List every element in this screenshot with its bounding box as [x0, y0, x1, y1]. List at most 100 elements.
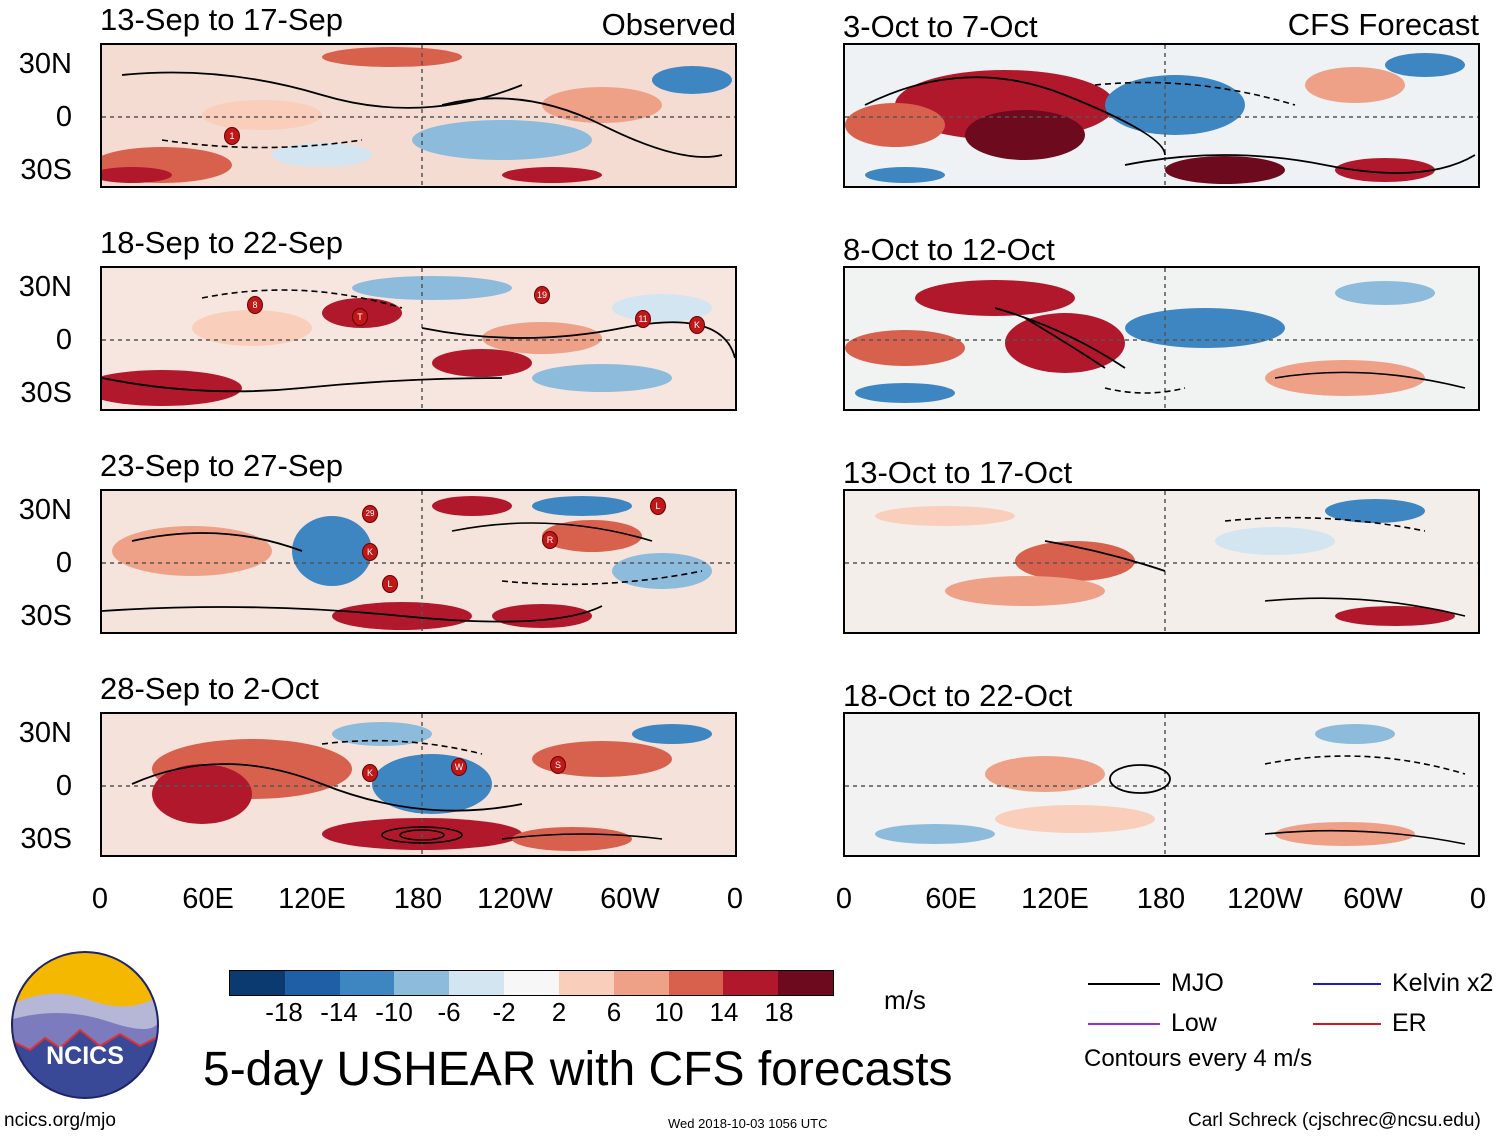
colorbar-tick: -10 — [375, 997, 413, 1027]
x-label-120w: 120W — [1227, 883, 1303, 915]
storm-marker: K — [362, 543, 378, 561]
storm-marker: 8 — [247, 296, 263, 314]
storm-marker: W — [451, 758, 467, 776]
storm-marker: T — [352, 308, 368, 326]
x-label-60e: 60E — [925, 883, 977, 915]
y-label-eq: 0 — [55, 770, 72, 802]
y-label-30s: 30S — [20, 154, 72, 186]
x-label-180: 180 — [393, 883, 443, 915]
forecast-panel-2-title: 8-Oct to 12-Oct — [843, 232, 1055, 267]
ncics-logo: NCICS — [10, 950, 160, 1100]
legend-line-er — [1313, 1023, 1381, 1025]
colorbar-swatch — [778, 971, 833, 995]
observed-map-3-field — [102, 491, 735, 632]
y-label-30n: 30N — [18, 494, 72, 526]
observed-panel-3-title: 23-Sep to 27-Sep — [100, 448, 344, 483]
x-label-0-end: 0 — [726, 883, 744, 915]
observed-map-2-field — [102, 268, 735, 409]
colorbar-tick: -18 — [265, 997, 303, 1027]
forecast-header: CFS Forecast — [1287, 7, 1479, 42]
forecast-panel-1-title: 3-Oct to 7-Oct — [843, 9, 1038, 44]
y-label-30n: 30N — [18, 717, 72, 749]
forecast-panel-4-title: 18-Oct to 22-Oct — [843, 678, 1073, 713]
legend-note: Contours every 4 m/s — [1084, 1045, 1313, 1072]
storm-marker: 11 — [635, 310, 651, 328]
colorbar-tick: 18 — [764, 997, 794, 1027]
colorbar-swatch — [394, 971, 450, 995]
colorbar — [229, 970, 834, 996]
observed-header: Observed — [601, 7, 736, 42]
colorbar-units: m/s — [884, 985, 926, 1015]
forecast-map-3-field — [845, 491, 1478, 632]
observed-panel-1-title: 13-Sep to 17-Sep — [100, 2, 344, 37]
y-label-30s: 30S — [20, 823, 72, 855]
colorbar-tick: 14 — [709, 997, 739, 1027]
y-label-eq: 0 — [55, 324, 72, 356]
legend-label-kelvin: Kelvin x2 — [1392, 969, 1494, 997]
observed-map-1-field — [102, 45, 735, 186]
forecast-map-3 — [843, 489, 1480, 634]
ncics-logo-graphic — [11, 951, 159, 1099]
storm-marker: K — [689, 316, 705, 334]
colorbar-tick: 2 — [551, 997, 567, 1027]
colorbar-swatch — [613, 971, 669, 995]
colorbar-tick: -2 — [492, 997, 516, 1027]
legend-line-mjo — [1088, 983, 1160, 985]
main-title: 5-day USHEAR with CFS forecasts — [203, 1043, 953, 1096]
colorbar-swatch — [723, 971, 779, 995]
legend-label-mjo: MJO — [1171, 969, 1224, 997]
observed-map-4: K W S — [100, 712, 737, 857]
footer-timestamp: Wed 2018-10-03 1056 UTC — [668, 1116, 828, 1131]
colorbar-swatch — [339, 971, 395, 995]
x-label-180: 180 — [1136, 883, 1186, 915]
observed-panel-2-title: 18-Sep to 22-Sep — [100, 225, 344, 260]
colorbar-swatch — [668, 971, 724, 995]
storm-marker: L — [382, 575, 398, 593]
footer-url: ncics.org/mjo — [4, 1110, 116, 1131]
storm-marker: 29 — [362, 505, 378, 523]
logo-text: NCICS — [46, 1042, 124, 1070]
x-label-0: 0 — [91, 883, 109, 915]
x-label-60e: 60E — [182, 883, 234, 915]
forecast-map-4-field — [845, 714, 1478, 855]
forecast-map-2 — [843, 266, 1480, 411]
forecast-panel-3-title: 13-Oct to 17-Oct — [843, 455, 1073, 490]
x-label-120e: 120E — [1021, 883, 1089, 915]
y-label-eq: 0 — [55, 547, 72, 579]
colorbar-tick: 10 — [654, 997, 684, 1027]
legend-label-er: ER — [1392, 1009, 1427, 1037]
x-label-120w: 120W — [477, 883, 553, 915]
x-label-60w: 60W — [1343, 883, 1403, 915]
colorbar-tick: -14 — [320, 997, 358, 1027]
observed-map-4-field — [102, 714, 735, 855]
forecast-map-1 — [843, 43, 1480, 188]
forecast-map-1-field — [845, 45, 1478, 186]
observed-panel-4-title: 28-Sep to 2-Oct — [100, 671, 319, 706]
colorbar-tick: -6 — [437, 997, 461, 1027]
colorbar-swatch — [558, 971, 614, 995]
storm-marker: R — [542, 531, 558, 549]
storm-marker: 19 — [534, 286, 550, 304]
forecast-map-2-field — [845, 268, 1478, 409]
x-label-120e: 120E — [278, 883, 346, 915]
observed-map-1: 1 — [100, 43, 737, 188]
colorbar-swatch — [504, 971, 559, 995]
colorbar-swatch — [230, 971, 285, 995]
storm-marker: K — [362, 764, 378, 782]
colorbar-swatch — [284, 971, 340, 995]
y-label-eq: 0 — [55, 101, 72, 133]
legend-line-low — [1088, 1023, 1160, 1025]
footer-author: Carl Schreck (cjschrec@ncsu.edu) — [1188, 1110, 1481, 1131]
forecast-map-4 — [843, 712, 1480, 857]
storm-marker: L — [650, 497, 666, 515]
x-label-60w: 60W — [600, 883, 660, 915]
storm-marker: 1 — [224, 127, 240, 145]
legend-line-kelvin — [1313, 983, 1381, 985]
y-label-30n: 30N — [18, 271, 72, 303]
x-label-0-end: 0 — [1469, 883, 1487, 915]
y-label-30s: 30S — [20, 377, 72, 409]
x-label-0: 0 — [835, 883, 853, 915]
observed-map-3: 29 K L R L — [100, 489, 737, 634]
colorbar-tick: 6 — [606, 997, 622, 1027]
storm-marker: S — [550, 756, 566, 774]
